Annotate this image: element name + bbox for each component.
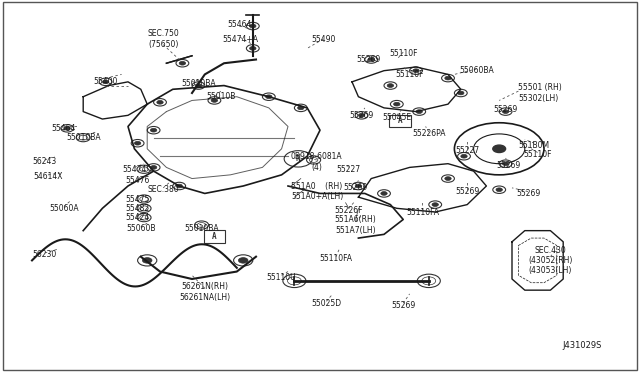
Circle shape xyxy=(445,76,451,80)
Text: 551B0M: 551B0M xyxy=(519,141,550,150)
Text: 55464: 55464 xyxy=(52,124,76,133)
Text: 55110U: 55110U xyxy=(267,273,296,282)
Circle shape xyxy=(458,91,464,95)
Text: 55060BA: 55060BA xyxy=(460,66,494,75)
Text: 55010BA: 55010BA xyxy=(181,79,216,88)
Circle shape xyxy=(358,113,365,117)
Text: 55060B: 55060B xyxy=(126,224,156,233)
Text: 551A0    (RH)
551A0+A(LH): 551A0 (RH) 551A0+A(LH) xyxy=(291,182,344,201)
Text: 55269: 55269 xyxy=(343,183,367,192)
Text: 56230: 56230 xyxy=(33,250,57,259)
Circle shape xyxy=(445,177,451,180)
Text: 55226F: 55226F xyxy=(335,206,363,215)
Circle shape xyxy=(176,184,182,188)
Text: 55110F: 55110F xyxy=(524,150,552,159)
Circle shape xyxy=(179,61,186,65)
Text: 55476: 55476 xyxy=(125,176,150,185)
Circle shape xyxy=(394,102,400,106)
Text: SEC.750
(75650): SEC.750 (75650) xyxy=(147,29,179,49)
Circle shape xyxy=(250,46,256,50)
Circle shape xyxy=(496,188,502,192)
Text: 55475: 55475 xyxy=(125,195,150,203)
Text: 55269: 55269 xyxy=(349,111,374,120)
Text: 56261N(RH)
56261NA(LH): 56261N(RH) 56261NA(LH) xyxy=(179,282,230,302)
Circle shape xyxy=(432,203,438,206)
Circle shape xyxy=(150,166,157,169)
Text: 55110FA: 55110FA xyxy=(406,208,439,217)
Text: 55482: 55482 xyxy=(125,204,150,213)
Text: 55269: 55269 xyxy=(493,105,518,114)
Text: 55269: 55269 xyxy=(516,189,540,198)
Text: 551A6(RH)
551A7(LH): 551A6(RH) 551A7(LH) xyxy=(334,215,376,235)
FancyBboxPatch shape xyxy=(389,115,411,127)
Circle shape xyxy=(493,145,506,153)
Circle shape xyxy=(250,24,256,28)
Text: 55110FA: 55110FA xyxy=(319,254,353,263)
Text: 55010BA: 55010BA xyxy=(184,224,219,233)
Circle shape xyxy=(355,184,362,188)
Text: 55110F: 55110F xyxy=(389,49,417,58)
Text: 55424: 55424 xyxy=(125,213,150,222)
Circle shape xyxy=(368,58,374,61)
Text: 55269: 55269 xyxy=(391,301,415,310)
Text: 55490: 55490 xyxy=(311,35,335,44)
Circle shape xyxy=(134,141,141,145)
Circle shape xyxy=(502,110,509,113)
Text: 56243: 56243 xyxy=(33,157,57,166)
Circle shape xyxy=(266,95,272,99)
Circle shape xyxy=(211,99,218,102)
Circle shape xyxy=(381,192,387,195)
Circle shape xyxy=(387,84,394,87)
Text: A: A xyxy=(397,116,403,125)
Text: 55227: 55227 xyxy=(337,165,361,174)
Text: 55269: 55269 xyxy=(497,161,521,170)
FancyBboxPatch shape xyxy=(204,230,225,243)
Text: 55227: 55227 xyxy=(455,146,479,155)
Text: 55045E: 55045E xyxy=(382,113,412,122)
Text: 54614X: 54614X xyxy=(33,172,63,181)
Circle shape xyxy=(143,257,152,263)
Circle shape xyxy=(502,162,509,166)
Circle shape xyxy=(64,126,70,130)
Circle shape xyxy=(416,110,422,113)
Text: 55010BA: 55010BA xyxy=(66,133,100,142)
Text: 55400: 55400 xyxy=(93,77,118,86)
Circle shape xyxy=(102,80,109,84)
Text: 55474+A: 55474+A xyxy=(222,35,258,44)
Text: 55025D: 55025D xyxy=(311,299,342,308)
Text: SEC.430
(43052(RH)
(43053(LH): SEC.430 (43052(RH) (43053(LH) xyxy=(528,246,573,275)
Text: SEC.380: SEC.380 xyxy=(147,185,179,194)
Text: A: A xyxy=(212,232,217,241)
Text: 55464: 55464 xyxy=(228,20,252,29)
Circle shape xyxy=(150,128,157,132)
Circle shape xyxy=(238,257,248,263)
Text: 55501 (RH)
55302(LH): 55501 (RH) 55302(LH) xyxy=(518,83,562,103)
Circle shape xyxy=(461,154,467,158)
Circle shape xyxy=(413,69,419,73)
Text: 55010B: 55010B xyxy=(206,92,236,101)
Circle shape xyxy=(298,106,304,110)
Circle shape xyxy=(195,84,202,87)
Text: 55269: 55269 xyxy=(455,187,479,196)
Text: 55474: 55474 xyxy=(122,165,147,174)
Text: 55226PA: 55226PA xyxy=(412,129,445,138)
Circle shape xyxy=(157,100,163,104)
Text: 55269: 55269 xyxy=(356,55,380,64)
Text: 55060A: 55060A xyxy=(49,204,79,213)
Text: 55110F: 55110F xyxy=(396,70,424,79)
Text: N: N xyxy=(296,154,301,163)
Text: 0B918-6081A
(4): 0B918-6081A (4) xyxy=(291,152,342,171)
Text: J431029S: J431029S xyxy=(563,341,602,350)
